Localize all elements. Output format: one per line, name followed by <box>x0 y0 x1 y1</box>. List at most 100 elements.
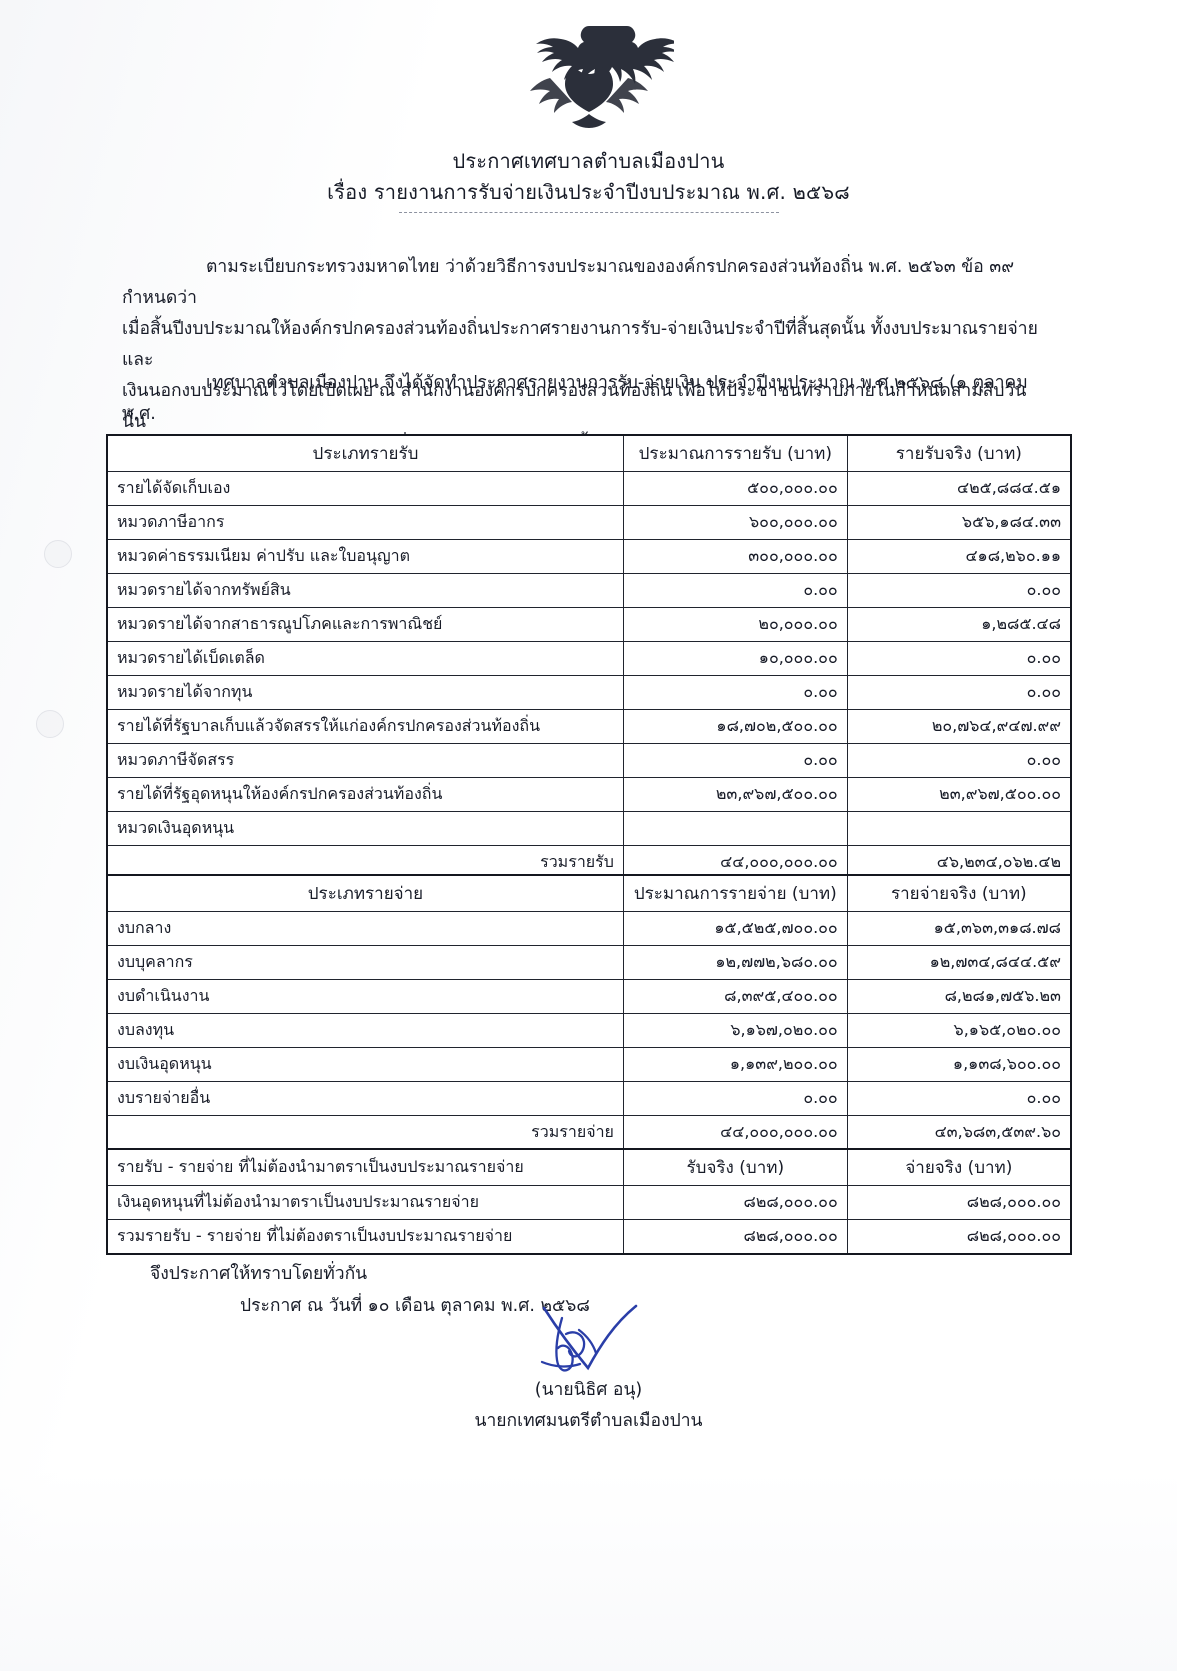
revenue-row-estimate: ๕๐๐,๐๐๐.๐๐ <box>622 471 848 506</box>
expense-col-category: ประเภทรายจ่าย <box>106 874 624 912</box>
revenue-table-body: รายได้จัดเก็บเอง ๕๐๐,๐๐๐.๐๐ ๔๒๕,๘๘๔.๕๑ หมวด… <box>106 471 1072 846</box>
table-row: หมวดภาษีอากร ๖๐๐,๐๐๐.๐๐ ๖๕๖,๑๘๔.๓๓ <box>106 505 1072 540</box>
offbudget-col-received: รับจริง (บาท) <box>622 1148 848 1186</box>
signer-title: นายกเทศมนตรีตำบลเมืองปาน <box>474 1411 703 1431</box>
table-row: หมวดภาษีจัดสรร ๐.๐๐ ๐.๐๐ <box>106 743 1072 778</box>
table-row: รายได้จัดเก็บเอง ๕๐๐,๐๐๐.๐๐ ๔๒๕,๘๘๔.๕๑ <box>106 471 1072 506</box>
offbudget-total-received: ๘๒๘,๐๐๐.๐๐ <box>622 1219 848 1255</box>
offbudget-col-paid: จ่ายจริง (บาท) <box>846 1148 1072 1186</box>
closing-line-2: ประกาศ ณ วันที่ ๑๐ เดือน ตุลาคม พ.ศ. ๒๕๖… <box>240 1296 590 1316</box>
signer-block: (นายนิธิศ อนุ) นายกเทศมนตรีตำบลเมืองปาน <box>0 1375 1177 1437</box>
offbudget-total-paid: ๘๒๘,๐๐๐.๐๐ <box>846 1219 1072 1255</box>
closing-line-1: จึงประกาศให้ทราบโดยทั่วกัน <box>150 1264 368 1284</box>
table-header-row: ประเภทรายจ่าย ประมาณการรายจ่าย (บาท) ราย… <box>106 874 1072 912</box>
revenue-row-estimate: ๓๐๐,๐๐๐.๐๐ <box>622 539 848 574</box>
title-line-1: ประกาศเทศบาลตำบลเมืองปาน <box>452 149 725 173</box>
expense-total-row: รวมรายจ่าย ๔๔,๐๐๐,๐๐๐.๐๐ ๔๓,๖๘๓,๕๓๙.๖๐ <box>106 1115 1072 1151</box>
offbudget-table-body: เงินอุดหนุนที่ไม่ต้องนำมาตราเป็นงบประมาณ… <box>106 1185 1072 1220</box>
revenue-row-estimate: ๐.๐๐ <box>622 675 848 710</box>
expense-row-estimate: ๑,๑๓๙,๒๐๐.๐๐ <box>622 1047 848 1082</box>
table-row: งบลงทุน ๖,๑๖๗,๐๒๐.๐๐ ๖,๑๖๕,๐๒๐.๐๐ <box>106 1013 1072 1048</box>
revenue-row-estimate: ๐.๐๐ <box>622 573 848 608</box>
revenue-row-actual: ๐.๐๐ <box>846 573 1072 608</box>
expense-row-estimate: ๖,๑๖๗,๐๒๐.๐๐ <box>622 1013 848 1048</box>
expense-total-estimate: ๔๔,๐๐๐,๐๐๐.๐๐ <box>622 1115 848 1151</box>
handwritten-signature <box>540 1304 637 1372</box>
page-title: ประกาศเทศบาลตำบลเมืองปาน เรื่อง รายงานกา… <box>0 146 1177 208</box>
revenue-row-actual: ๔๒๕,๘๘๔.๕๑ <box>846 471 1072 506</box>
expense-table-body: งบกลาง ๑๕,๕๒๕,๗๐๐.๐๐ ๑๕,๓๖๓,๓๑๘.๗๘ งบบุคลาก… <box>106 911 1072 1116</box>
revenue-row-actual: ๐.๐๐ <box>846 743 1072 778</box>
revenue-row-estimate: ๐.๐๐ <box>622 743 848 778</box>
revenue-row-actual: ๒๓,๙๖๗,๕๐๐.๐๐ <box>846 777 1072 812</box>
revenue-row-actual: ๔๑๘,๒๖๐.๑๑ <box>846 539 1072 574</box>
title-divider <box>398 212 779 213</box>
table-row: รายได้ที่รัฐบาลเก็บแล้วจัดสรรให้แก่องค์ก… <box>106 709 1072 744</box>
expense-table-foot: รวมรายจ่าย ๔๔,๐๐๐,๐๐๐.๐๐ ๔๓,๖๘๓,๕๓๙.๖๐ <box>106 1115 1072 1151</box>
expense-total-actual: ๔๓,๖๘๓,๕๓๙.๖๐ <box>846 1115 1072 1151</box>
table-row: หมวดรายได้จากทรัพย์สิน ๐.๐๐ ๐.๐๐ <box>106 573 1072 608</box>
revenue-row-label: รายได้จัดเก็บเอง <box>106 471 624 506</box>
paragraph1-line1: ตามระเบียบกระทรวงมหาดไทย ว่าด้วยวิธีการง… <box>122 257 1015 308</box>
expense-row-label: งบกลาง <box>106 911 624 946</box>
offbudget-row-received: ๘๒๘,๐๐๐.๐๐ <box>622 1185 848 1220</box>
paragraph1-line2: เมื่อสิ้นปีงบประมาณให้องค์กรปกครองส่วนท้… <box>122 319 1038 370</box>
revenue-row-label: หมวดภาษีจัดสรร <box>106 743 624 778</box>
expense-row-actual: ๐.๐๐ <box>846 1081 1072 1116</box>
expense-row-actual: ๘,๒๘๑,๗๕๖.๒๓ <box>846 979 1072 1014</box>
garuda-emblem <box>0 18 1177 138</box>
revenue-row-actual <box>846 811 1072 846</box>
revenue-row-estimate: ๑๘,๗๐๒,๕๐๐.๐๐ <box>622 709 848 744</box>
table-row: หมวดรายได้เบ็ดเตล็ด ๑๐,๐๐๐.๐๐ ๐.๐๐ <box>106 641 1072 676</box>
revenue-col-estimate: ประมาณการรายรับ (บาท) <box>622 434 848 472</box>
expense-table: ประเภทรายจ่าย ประมาณการรายจ่าย (บาท) ราย… <box>106 874 1072 1151</box>
expense-row-label: งบลงทุน <box>106 1013 624 1048</box>
revenue-row-estimate: ๑๐,๐๐๐.๐๐ <box>622 641 848 676</box>
table-row: หมวดค่าธรรมเนียม ค่าปรับ และใบอนุญาต ๓๐๐,… <box>106 539 1072 574</box>
revenue-row-actual: ๐.๐๐ <box>846 675 1072 710</box>
expense-col-actual: รายจ่ายจริง (บาท) <box>846 874 1072 912</box>
hole-punch-mark <box>44 540 72 568</box>
revenue-row-actual: ๖๕๖,๑๘๔.๓๓ <box>846 505 1072 540</box>
revenue-row-estimate: ๒๓,๙๖๗,๕๐๐.๐๐ <box>622 777 848 812</box>
offbudget-row-label: เงินอุดหนุนที่ไม่ต้องนำมาตราเป็นงบประมาณ… <box>106 1185 624 1220</box>
table-header-row: ประเภทรายรับ ประมาณการรายรับ (บาท) รายรั… <box>106 434 1072 472</box>
table-row: รายได้ที่รัฐอุดหนุนให้องค์กรปกครองส่วนท้… <box>106 777 1072 812</box>
expense-row-estimate: ๑๒,๗๗๒,๖๘๐.๐๐ <box>622 945 848 980</box>
expense-row-actual: ๖,๑๖๕,๐๒๐.๐๐ <box>846 1013 1072 1048</box>
revenue-row-label: หมวดรายได้เบ็ดเตล็ด <box>106 641 624 676</box>
offbudget-total-row: รวมรายรับ - รายจ่าย ที่ไม่ต้องตราเป็นงบป… <box>106 1219 1072 1255</box>
revenue-row-label: หมวดภาษีอากร <box>106 505 624 540</box>
table-row: งบดำเนินงาน ๘,๓๙๕,๔๐๐.๐๐ ๘,๒๘๑,๗๕๖.๒๓ <box>106 979 1072 1014</box>
table-row: งบรายจ่ายอื่น ๐.๐๐ ๐.๐๐ <box>106 1081 1072 1116</box>
revenue-row-label: หมวดรายได้จากทรัพย์สิน <box>106 573 624 608</box>
table-row: หมวดรายได้จากทุน ๐.๐๐ ๐.๐๐ <box>106 675 1072 710</box>
title-line-2: เรื่อง รายงานการรับจ่ายเงินประจำปีงบประม… <box>327 180 850 204</box>
expense-row-estimate: ๘,๓๙๕,๔๐๐.๐๐ <box>622 979 848 1014</box>
offbudget-row-paid: ๘๒๘,๐๐๐.๐๐ <box>846 1185 1072 1220</box>
expense-row-actual: ๑๕,๓๖๓,๓๑๘.๗๘ <box>846 911 1072 946</box>
revenue-col-actual: รายรับจริง (บาท) <box>846 434 1072 472</box>
expense-table-head: ประเภทรายจ่าย ประมาณการรายจ่าย (บาท) ราย… <box>106 874 1072 912</box>
offbudget-table-foot: รวมรายรับ - รายจ่าย ที่ไม่ต้องตราเป็นงบป… <box>106 1219 1072 1255</box>
revenue-row-estimate: ๖๐๐,๐๐๐.๐๐ <box>622 505 848 540</box>
table-row: หมวดรายได้จากสาธารณูปโภคและการพาณิชย์ ๒๐,… <box>106 607 1072 642</box>
table-row: หมวดเงินอุดหนุน <box>106 811 1072 846</box>
hole-punch-mark <box>36 710 64 738</box>
revenue-row-actual: ๑,๒๘๕.๔๘ <box>846 607 1072 642</box>
paragraph1-line3: เงินนอกงบประมาณไว้โดยเปิดเผย ณ สำนักงานอ… <box>122 381 1027 432</box>
revenue-row-label: หมวดรายได้จากทุน <box>106 675 624 710</box>
paragraph-regulation: ตามระเบียบกระทรวงมหาดไทย ว่าด้วยวิธีการง… <box>122 252 1052 438</box>
expense-row-estimate: ๐.๐๐ <box>622 1081 848 1116</box>
table-row: งบเงินอุดหนุน ๑,๑๓๙,๒๐๐.๐๐ ๑,๑๓๘,๖๐๐.๐๐ <box>106 1047 1072 1082</box>
expense-total-label: รวมรายจ่าย <box>106 1115 624 1151</box>
revenue-table-head: ประเภทรายรับ ประมาณการรายรับ (บาท) รายรั… <box>106 434 1072 472</box>
signer-name: (นายนิธิศ อนุ) <box>534 1380 643 1400</box>
revenue-row-actual: ๒๐,๗๖๔,๙๔๗.๙๙ <box>846 709 1072 744</box>
revenue-row-actual: ๐.๐๐ <box>846 641 1072 676</box>
revenue-col-category: ประเภทรายรับ <box>106 434 624 472</box>
table-row: งบกลาง ๑๕,๕๒๕,๗๐๐.๐๐ ๑๕,๓๖๓,๓๑๘.๗๘ <box>106 911 1072 946</box>
table-header-row: รายรับ - รายจ่าย ที่ไม่ต้องนำมาตราเป็นงบ… <box>106 1148 1072 1186</box>
expense-row-label: งบบุคลากร <box>106 945 624 980</box>
offbudget-total-label: รวมรายรับ - รายจ่าย ที่ไม่ต้องตราเป็นงบป… <box>106 1219 624 1255</box>
